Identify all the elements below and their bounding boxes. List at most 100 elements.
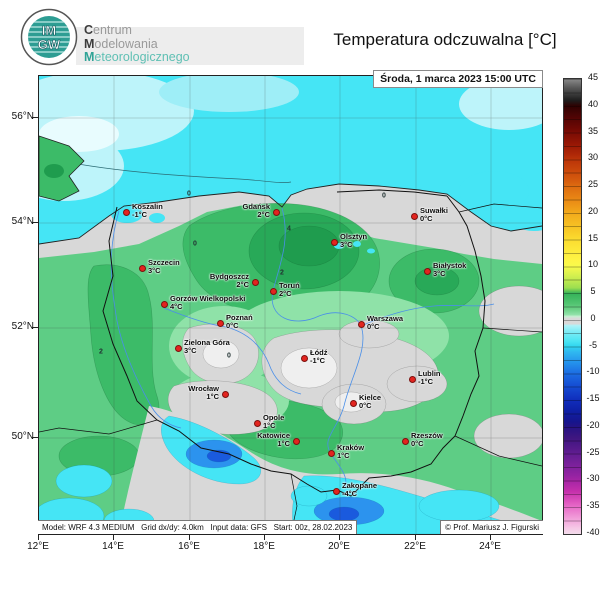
city-label: Zielona Góra 3°C bbox=[184, 338, 230, 356]
lon-tick-label: 16°E bbox=[178, 541, 200, 552]
lat-tick-mark bbox=[32, 117, 38, 118]
colorbar-tick-label: 25 bbox=[587, 179, 598, 190]
city-name: Łódź bbox=[310, 348, 328, 357]
colorbar-tick-label: -40 bbox=[586, 527, 600, 537]
city-temperature: 2°C bbox=[257, 210, 270, 220]
city-label: Suwałki 0°C bbox=[420, 206, 448, 224]
city-marker-dot bbox=[424, 268, 431, 275]
city-label: Katowice 1°C bbox=[257, 431, 290, 449]
city-name: Gdańsk bbox=[242, 202, 270, 211]
contour-value-label: 2 bbox=[280, 269, 284, 277]
city-name: Katowice bbox=[257, 431, 290, 440]
colorbar-tick-label: 45 bbox=[587, 72, 598, 82]
city-marker-dot bbox=[333, 488, 340, 495]
lat-tick-mark bbox=[32, 327, 38, 328]
contour-value-label: 4 bbox=[287, 225, 291, 233]
city-name: Białystok bbox=[433, 261, 467, 270]
city-temperature: -1°C bbox=[132, 210, 148, 220]
colorbar-tick-label: 30 bbox=[587, 152, 598, 163]
city-label: Gdańsk 2°C bbox=[242, 202, 270, 220]
city-name: Zakopane bbox=[342, 481, 378, 490]
lat-tick-mark bbox=[32, 437, 38, 438]
city-marker-dot bbox=[254, 420, 261, 427]
colorbar-tick-label: 5 bbox=[590, 286, 596, 297]
city-marker-dot bbox=[409, 376, 416, 383]
lon-tick-mark bbox=[415, 534, 416, 540]
colorbar-tick-label: 35 bbox=[587, 125, 598, 136]
colorbar-tick-label: 15 bbox=[587, 232, 598, 243]
org-panel-background bbox=[76, 27, 304, 65]
city-label: Warszawa 0°C bbox=[367, 314, 403, 332]
city-name: Kraków bbox=[337, 443, 365, 452]
model-info-bar: Model: WRF 4.3 MEDIUM Grid dx/dy: 4.0km … bbox=[38, 520, 358, 534]
city-label: Olsztyn 3°C bbox=[340, 232, 367, 250]
city-marker-dot bbox=[175, 345, 182, 352]
colorbar-tick-lines bbox=[564, 79, 581, 534]
colorbar-tick-label: 0 bbox=[590, 312, 596, 323]
city-label: Toruń 2°C bbox=[279, 281, 300, 299]
colorbar-tick-label: 10 bbox=[587, 259, 598, 270]
forecast-date-box: Środa, 1 marca 2023 15:00 UTC bbox=[373, 70, 543, 88]
lon-tick-mark bbox=[113, 534, 114, 540]
city-name: Bydgoszcz bbox=[209, 272, 249, 281]
city-label: Opole 1°C bbox=[263, 413, 284, 431]
temperature-map-image bbox=[39, 76, 542, 534]
colorbar-tick-label: -35 bbox=[586, 500, 600, 511]
lat-tick-label: 50°N bbox=[11, 431, 34, 442]
city-name: Zielona Góra bbox=[184, 338, 230, 347]
colorbar-tick-label: -10 bbox=[586, 366, 600, 377]
city-marker-dot bbox=[217, 320, 224, 327]
city-name: Kielce bbox=[359, 393, 382, 402]
colorbar-labels: 45 40 35 30 25 20 15 10 5 0 -5 -10 -15 -20 -25 -30 -35 -4… bbox=[583, 72, 600, 537]
city-name: Wrocław bbox=[188, 384, 219, 393]
city-name: Toruń bbox=[279, 281, 300, 290]
city-label: Kraków 1°C bbox=[337, 443, 365, 461]
city-marker-dot bbox=[411, 213, 418, 220]
lon-tick-mark bbox=[264, 534, 265, 540]
city-name: Koszalin bbox=[132, 202, 163, 211]
city-temperature: 1°C bbox=[206, 392, 219, 402]
city-label: Białystok 3°C bbox=[433, 261, 467, 279]
contour-value-label: 0 bbox=[382, 192, 386, 200]
city-temperature: -1°C bbox=[418, 377, 434, 387]
lon-tick-label: 18°E bbox=[253, 541, 275, 552]
lat-tick-label: 54°N bbox=[11, 216, 34, 227]
city-temperature: 4°C bbox=[170, 302, 183, 312]
lat-tick-label: 52°N bbox=[11, 321, 34, 332]
city-marker-dot bbox=[222, 391, 229, 398]
city-marker-dot bbox=[293, 438, 300, 445]
city-temperature: 1°C bbox=[277, 439, 290, 449]
map-panel: Koszalin -1°C Gdańsk 2°C Suwałki 0°C Olsztyn 3°… bbox=[38, 70, 543, 535]
city-marker-dot bbox=[350, 400, 357, 407]
city-label: Wrocław 1°C bbox=[188, 384, 219, 402]
lon-tick-label: 20°E bbox=[328, 541, 350, 552]
city-label: Szczecin 3°C bbox=[148, 258, 180, 276]
temperature-colorbar bbox=[563, 78, 582, 535]
city-marker-dot bbox=[301, 355, 308, 362]
colorbar-gradient bbox=[564, 79, 581, 534]
city-marker-dot bbox=[252, 279, 259, 286]
lat-tick-mark bbox=[32, 222, 38, 223]
city-marker-dot bbox=[331, 239, 338, 246]
org-name: Centrum Modelowania Meteorologicznego bbox=[84, 23, 190, 65]
city-marker-dot bbox=[139, 265, 146, 272]
lon-tick-label: 14°E bbox=[102, 541, 124, 552]
imgw-logo-icon: IM GW bbox=[20, 8, 78, 66]
lon-tick-mark bbox=[38, 534, 39, 540]
colorbar-tick-label: 40 bbox=[587, 98, 598, 109]
city-marker-dot bbox=[402, 438, 409, 445]
city-marker-dot bbox=[123, 209, 130, 216]
city-marker-dot bbox=[273, 209, 280, 216]
city-marker-dot bbox=[270, 288, 277, 295]
org-name-line: Centrum bbox=[84, 23, 132, 37]
city-name: Warszawa bbox=[367, 314, 403, 323]
city-temperature: 3°C bbox=[340, 240, 353, 250]
colorbar-tick-label: -25 bbox=[586, 446, 600, 457]
city-marker-dot bbox=[328, 450, 335, 457]
city-label: Kielce 0°C bbox=[359, 393, 382, 411]
city-label: Gorzów Wielkopolski 4°C bbox=[170, 294, 246, 312]
city-temperature: -4°C bbox=[342, 489, 358, 499]
city-name: Gorzów Wielkopolski bbox=[170, 294, 246, 303]
city-label: Rzeszów 0°C bbox=[411, 431, 443, 449]
